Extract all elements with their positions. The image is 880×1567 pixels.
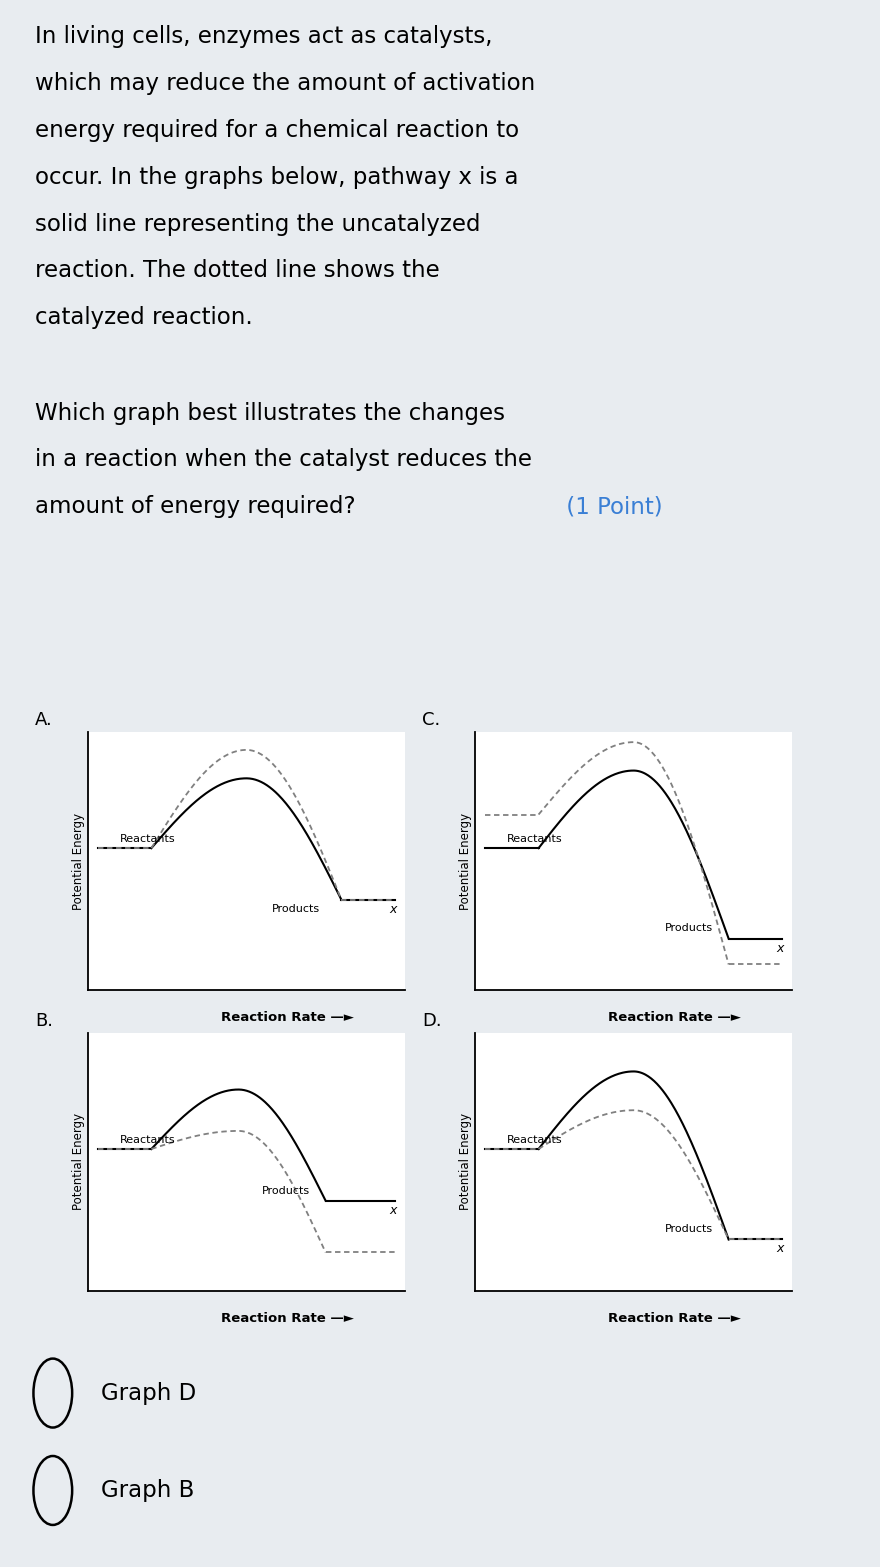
Text: x: x bbox=[776, 1243, 783, 1255]
Text: Reaction Rate —►: Reaction Rate —► bbox=[608, 1312, 741, 1324]
Text: Products: Products bbox=[665, 923, 714, 934]
Text: Reaction Rate —►: Reaction Rate —► bbox=[221, 1011, 354, 1023]
Y-axis label: Potential Energy: Potential Energy bbox=[72, 1114, 85, 1210]
Y-axis label: Potential Energy: Potential Energy bbox=[459, 1114, 473, 1210]
Y-axis label: Potential Energy: Potential Energy bbox=[72, 813, 85, 909]
Text: reaction. The dotted line shows the: reaction. The dotted line shows the bbox=[35, 260, 440, 282]
Text: catalyzed reaction.: catalyzed reaction. bbox=[35, 307, 253, 329]
Text: Graph B: Graph B bbox=[101, 1479, 194, 1501]
Text: Reaction Rate —►: Reaction Rate —► bbox=[608, 1011, 741, 1023]
Text: x: x bbox=[389, 903, 396, 915]
Text: Reactants: Reactants bbox=[507, 1135, 562, 1145]
Y-axis label: Potential Energy: Potential Energy bbox=[459, 813, 473, 909]
Text: Reactants: Reactants bbox=[120, 1135, 175, 1145]
Text: Products: Products bbox=[272, 904, 319, 914]
Text: C.: C. bbox=[422, 711, 441, 729]
Text: which may reduce the amount of activation: which may reduce the amount of activatio… bbox=[35, 72, 535, 96]
Text: Which graph best illustrates the changes: Which graph best illustrates the changes bbox=[35, 401, 505, 425]
Text: Products: Products bbox=[665, 1224, 714, 1235]
Text: A.: A. bbox=[35, 711, 53, 729]
Text: x: x bbox=[776, 942, 783, 954]
Text: amount of energy required?: amount of energy required? bbox=[35, 495, 356, 519]
Text: Products: Products bbox=[262, 1186, 311, 1196]
Text: occur. In the graphs below, pathway x is a: occur. In the graphs below, pathway x is… bbox=[35, 166, 518, 188]
Text: Reactants: Reactants bbox=[120, 834, 175, 845]
Text: x: x bbox=[389, 1203, 396, 1216]
Text: in a reaction when the catalyst reduces the: in a reaction when the catalyst reduces … bbox=[35, 448, 532, 472]
Text: Reactants: Reactants bbox=[507, 834, 562, 845]
Text: B.: B. bbox=[35, 1012, 53, 1030]
Text: energy required for a chemical reaction to: energy required for a chemical reaction … bbox=[35, 119, 519, 143]
Text: (1 Point): (1 Point) bbox=[559, 495, 663, 519]
Text: Reaction Rate —►: Reaction Rate —► bbox=[221, 1312, 354, 1324]
Text: Graph D: Graph D bbox=[101, 1382, 196, 1404]
Text: In living cells, enzymes act as catalysts,: In living cells, enzymes act as catalyst… bbox=[35, 25, 493, 49]
Text: solid line representing the uncatalyzed: solid line representing the uncatalyzed bbox=[35, 213, 480, 235]
Text: D.: D. bbox=[422, 1012, 442, 1030]
